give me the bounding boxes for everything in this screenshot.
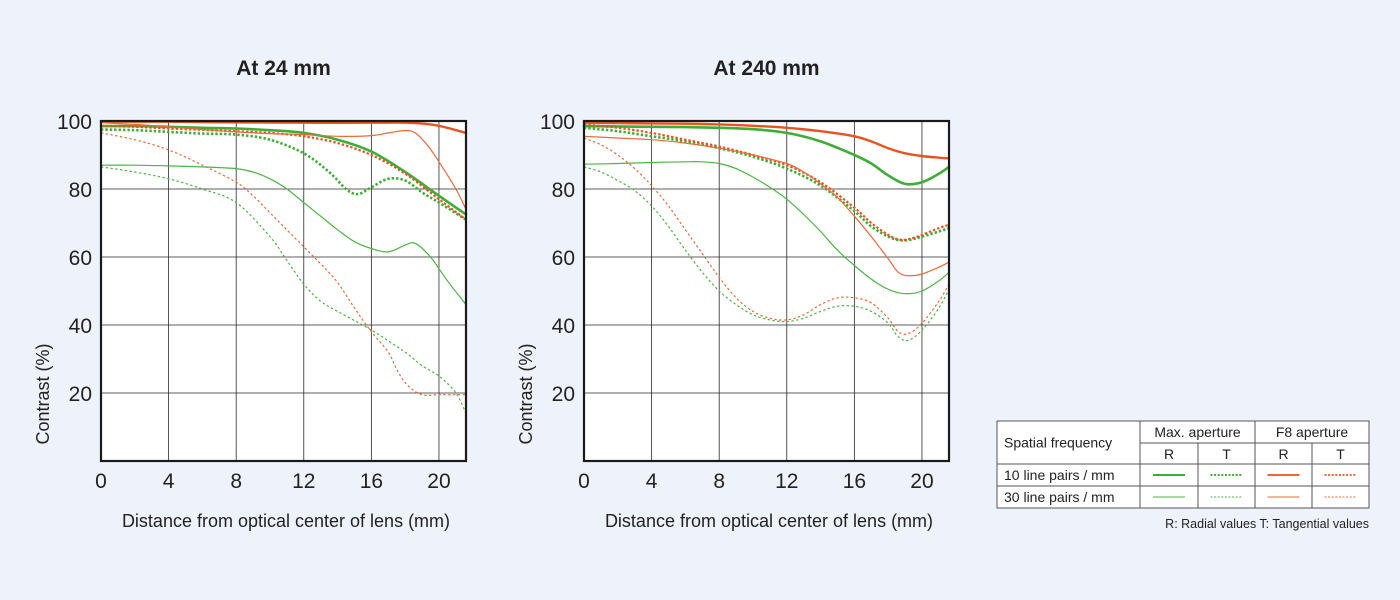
legend-sub-r: R bbox=[1164, 446, 1174, 462]
legend-header-max-aperture: Max. aperture bbox=[1154, 424, 1241, 440]
y-tick-label: 100 bbox=[57, 111, 92, 134]
series-line-max-r30 bbox=[100, 164, 467, 306]
series-line-max-t30 bbox=[100, 166, 467, 414]
x-tick-label: 12 bbox=[775, 470, 798, 493]
series-line-max-t10 bbox=[100, 128, 467, 221]
legend-sub-r: R bbox=[1278, 446, 1288, 462]
y-tick-label: 20 bbox=[69, 383, 92, 406]
x-axis-label: Distance from optical center of lens (mm… bbox=[122, 511, 450, 531]
series-line-f8-r30 bbox=[100, 122, 467, 210]
series-line-f8-t30 bbox=[100, 132, 466, 396]
series-line-max-r10 bbox=[582, 124, 951, 186]
plot-frame bbox=[582, 119, 951, 463]
legend-row-30lp: 30 line pairs / mm bbox=[1004, 489, 1114, 505]
series-line-max-t30 bbox=[583, 166, 950, 342]
x-tick-label: 0 bbox=[578, 470, 590, 493]
x-axis-label: Distance from optical center of lens (mm… bbox=[605, 511, 933, 531]
x-tick-label: 4 bbox=[646, 470, 658, 493]
series-line-f8-r30 bbox=[583, 135, 950, 277]
y-tick-label: 40 bbox=[552, 315, 575, 338]
series-line-f8-t10 bbox=[583, 123, 950, 241]
legend-table: Spatial frequency Max. aperture F8 apertur… bbox=[996, 420, 1370, 531]
x-tick-label: 8 bbox=[713, 470, 725, 493]
plot-area bbox=[101, 121, 466, 461]
y-tick-label: 100 bbox=[540, 111, 575, 134]
legend-sub-t: T bbox=[1222, 446, 1231, 462]
y-tick-label: 60 bbox=[69, 247, 92, 270]
x-tick-label: 16 bbox=[360, 470, 383, 493]
x-tick-label: 4 bbox=[163, 470, 175, 493]
x-tick-label: 0 bbox=[95, 470, 107, 493]
plot-frame bbox=[99, 119, 468, 463]
y-tick-label: 80 bbox=[69, 179, 92, 202]
chart-at-24mm: 20 40 60 80 100 0 4 8 12 16 20 At 24 mm Distance fro… bbox=[33, 57, 468, 531]
y-axis-label: Contrast (%) bbox=[516, 343, 536, 444]
y-tick-label: 80 bbox=[552, 179, 575, 202]
chart-title: At 24 mm bbox=[236, 57, 331, 80]
y-tick-label: 40 bbox=[69, 315, 92, 338]
legend-sub-t: T bbox=[1336, 446, 1345, 462]
x-tick-label: 20 bbox=[427, 470, 450, 493]
legend-header-spatial-frequency: Spatial frequency bbox=[1004, 435, 1112, 451]
x-tick-label: 16 bbox=[843, 470, 866, 493]
legend-note: R: Radial values T: Tangential values bbox=[1165, 517, 1369, 531]
y-tick-label: 20 bbox=[552, 383, 575, 406]
x-tick-label: 20 bbox=[910, 470, 933, 493]
legend-row-10lp: 10 line pairs / mm bbox=[1004, 467, 1114, 483]
series-line-max-r30 bbox=[583, 161, 950, 295]
y-tick-label: 60 bbox=[552, 247, 575, 270]
chart-title: At 240 mm bbox=[713, 57, 819, 80]
y-axis-label: Contrast (%) bbox=[33, 343, 53, 444]
series-line-f8-t30 bbox=[583, 137, 950, 335]
x-tick-label: 8 bbox=[230, 470, 242, 493]
chart-at-240mm: 20 40 60 80 100 0 4 8 12 16 20 At 240 mm Distance fr… bbox=[516, 57, 951, 531]
x-tick-label: 12 bbox=[292, 470, 315, 493]
series-line-f8-r10 bbox=[582, 121, 951, 160]
legend-header-f8-aperture: F8 aperture bbox=[1276, 424, 1349, 440]
